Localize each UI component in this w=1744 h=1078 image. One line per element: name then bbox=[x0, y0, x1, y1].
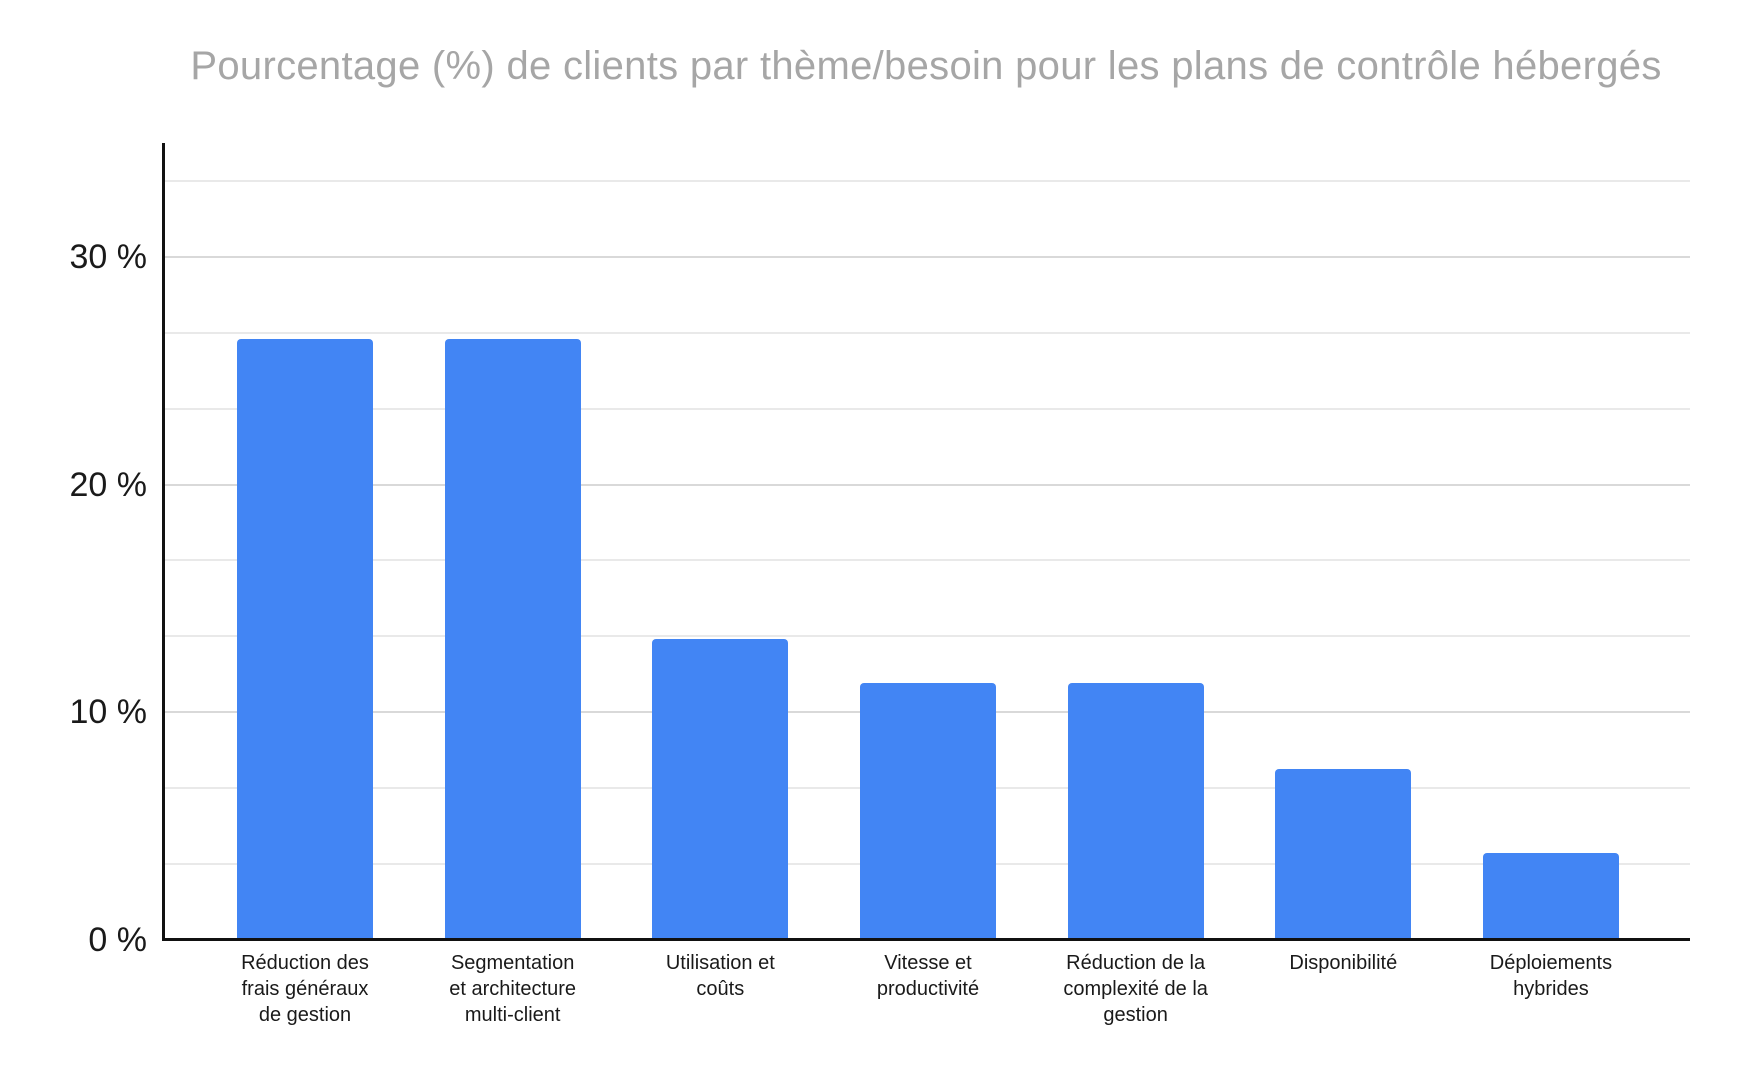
gridline-minor bbox=[165, 179, 1690, 182]
bar bbox=[1067, 682, 1204, 940]
y-axis-line bbox=[162, 143, 165, 941]
chart-title: Pourcentage (%) de clients par thème/bes… bbox=[190, 44, 1662, 88]
y-tick-label: 10 % bbox=[69, 693, 148, 732]
gridline-major bbox=[165, 483, 1690, 486]
bar bbox=[444, 338, 581, 940]
gridline-minor bbox=[165, 559, 1690, 562]
x-category-label: Réduction de la complexité de la gestion bbox=[1063, 952, 1208, 1026]
bar bbox=[859, 682, 996, 940]
x-category-label: Vitesse et productivité bbox=[876, 952, 980, 1000]
x-category-label: Segmentation et architecture multi-clien… bbox=[449, 952, 577, 1026]
gridline-major bbox=[165, 255, 1690, 258]
x-category-label: Utilisation et coûts bbox=[665, 952, 775, 1000]
x-category-label: Disponibilité bbox=[1289, 952, 1398, 974]
x-axis-line bbox=[162, 938, 1690, 941]
x-category-label: Réduction des frais généraux de gestion bbox=[241, 952, 369, 1026]
gridline-minor bbox=[165, 635, 1690, 638]
y-tick-label: 0 % bbox=[88, 921, 147, 959]
bar bbox=[652, 639, 789, 940]
bar bbox=[1482, 853, 1619, 940]
bar bbox=[1275, 769, 1412, 940]
x-category-label: Déploiements hybrides bbox=[1489, 952, 1613, 1000]
bar bbox=[237, 338, 373, 940]
plot-area bbox=[162, 143, 1690, 940]
gridline-minor bbox=[165, 407, 1690, 410]
y-tick-label: 20 % bbox=[69, 465, 148, 504]
gridline-minor bbox=[165, 331, 1690, 334]
y-tick-label: 30 % bbox=[69, 237, 148, 276]
